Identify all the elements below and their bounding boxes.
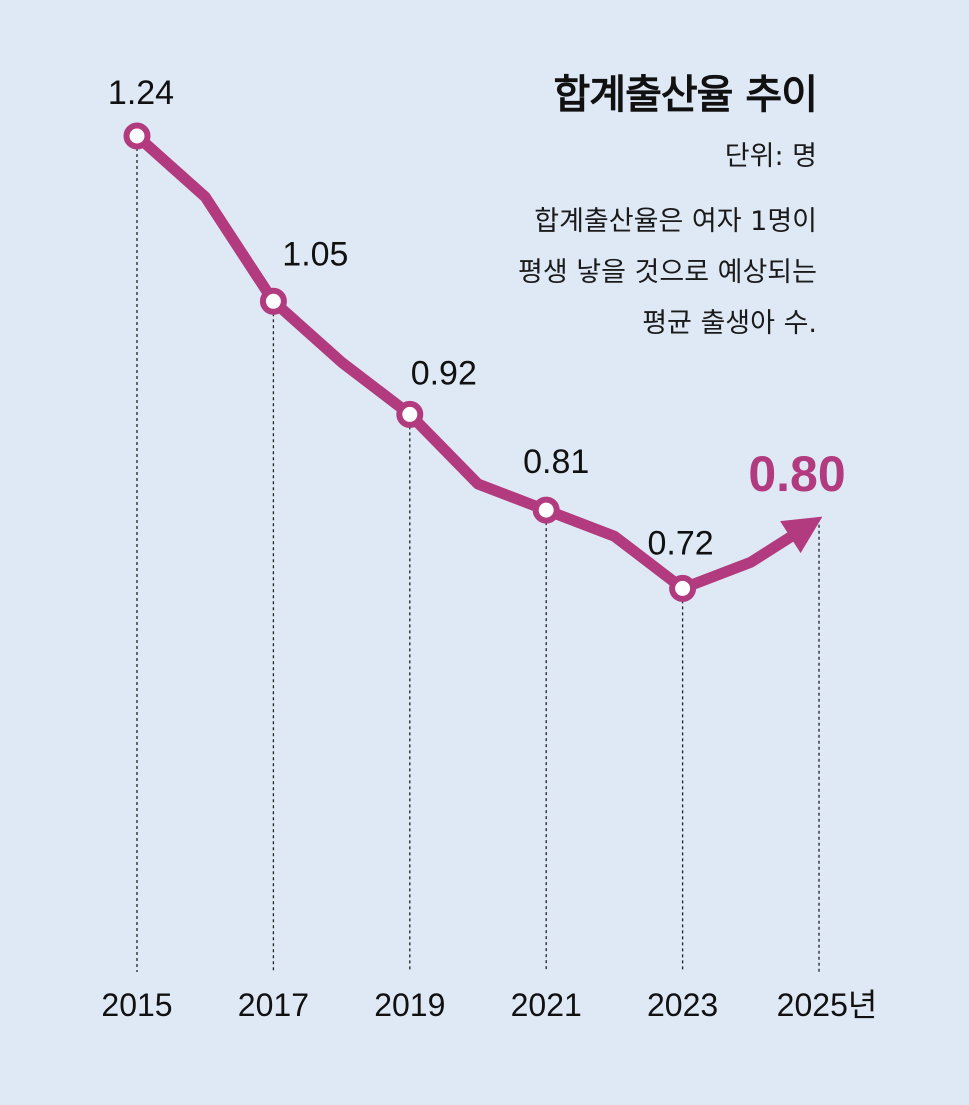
highlight-data-label: 0.80 <box>748 446 845 502</box>
data-label: 1.24 <box>108 74 174 112</box>
unit-label: 단위: 명 <box>724 141 817 172</box>
x-tick-label: 2017 <box>238 987 309 1023</box>
data-label: 0.81 <box>523 443 589 481</box>
x-tick-label: 2019 <box>374 987 445 1023</box>
data-point-marker <box>396 400 424 428</box>
x-tick-label: 2021 <box>511 987 582 1023</box>
trend-arrowhead <box>780 516 823 554</box>
series-line <box>131 130 796 594</box>
data-point-marker <box>123 122 151 150</box>
chart-title: 합계출산율 추이 <box>553 72 818 118</box>
data-label: 1.05 <box>282 235 348 273</box>
chart-note-line: 평생 낳을 것으로 예상되는 <box>518 257 817 288</box>
data-label: 0.92 <box>411 354 477 392</box>
x-tick-label: 2023 <box>647 987 718 1023</box>
x-tick-label: 2025년 <box>777 987 878 1023</box>
chart-note-line: 합계출산율은 여자 1명이 <box>534 206 817 237</box>
data-point-marker <box>532 496 560 524</box>
chart-note-line: 평균 출생아 수. <box>642 308 817 339</box>
chart-note: 합계출산율은 여자 1명이 평생 낳을 것으로 예상되는 평균 출생아 수. <box>518 196 817 349</box>
data-point-marker <box>669 574 697 602</box>
data-point-marker <box>259 287 287 315</box>
data-label: 0.72 <box>648 524 714 562</box>
x-tick-label: 2015 <box>101 987 172 1023</box>
